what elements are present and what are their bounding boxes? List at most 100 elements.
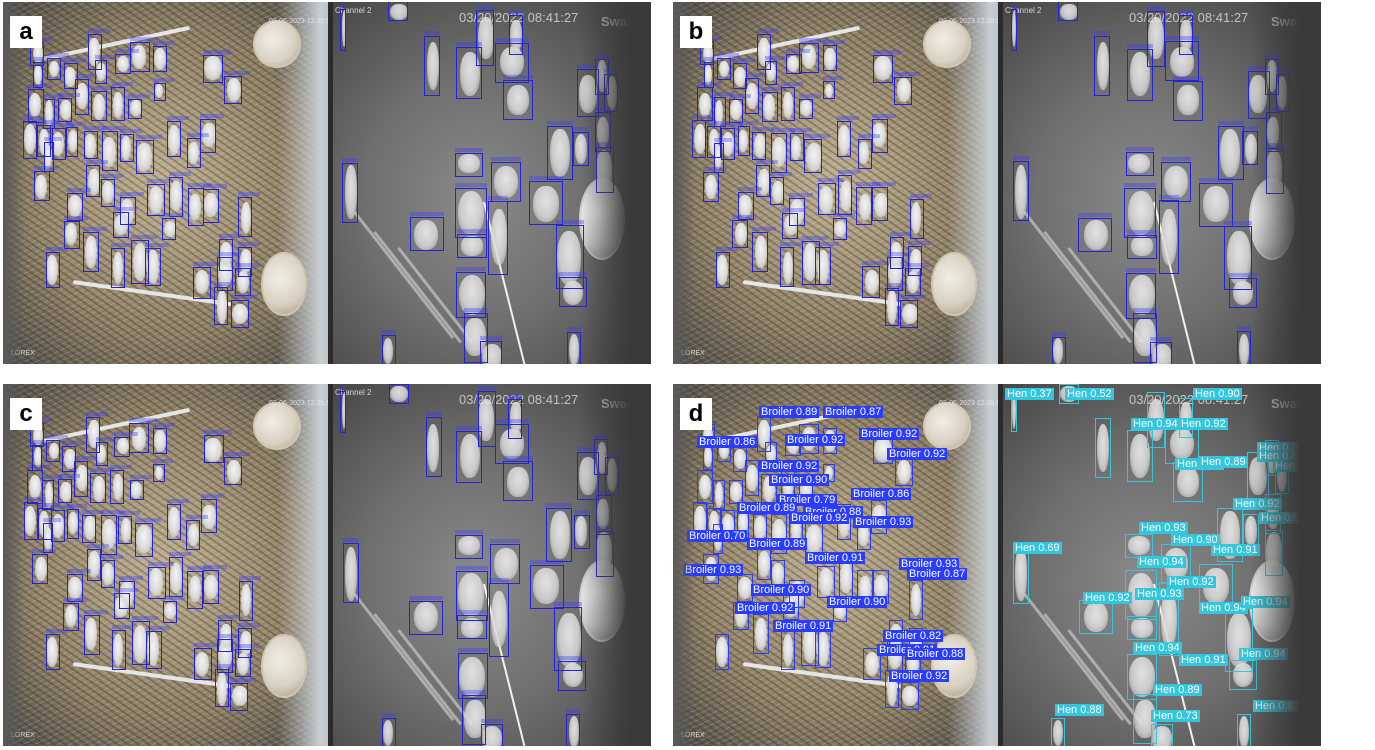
broiler-chicken <box>96 62 106 82</box>
detection-tag <box>342 538 359 543</box>
detection-box <box>1217 125 1244 180</box>
detection-tag <box>66 121 87 126</box>
hen <box>459 51 481 97</box>
detection-tag <box>1147 5 1166 10</box>
broiler-chicken <box>698 474 712 500</box>
hen <box>1011 10 1017 48</box>
hen-label: Hen 0.89 <box>1199 456 1248 468</box>
broiler-chicken <box>705 174 717 200</box>
camera-divider <box>998 2 1003 364</box>
detection-tag <box>135 134 162 139</box>
detection-box <box>454 534 483 559</box>
broiler-label: Broiler 0.93 <box>683 564 744 576</box>
detection-tag <box>113 207 138 212</box>
detection-box <box>86 416 101 453</box>
broiler-chicken <box>755 618 767 650</box>
detection-box <box>388 2 409 22</box>
detection-tag <box>203 183 227 188</box>
hen <box>390 4 408 20</box>
broiler-chicken <box>60 482 72 502</box>
detection-box <box>456 430 483 483</box>
broiler-label: Broiler 0.90 <box>769 474 830 486</box>
detection-box <box>729 98 744 123</box>
hen <box>1232 280 1254 306</box>
broiler-chicken <box>216 290 228 324</box>
detection-box <box>101 131 118 172</box>
detection-box <box>100 514 117 555</box>
detection-tag <box>697 82 722 87</box>
detection-box <box>1058 2 1079 22</box>
broiler-chicken <box>790 517 802 543</box>
detection-box <box>833 218 848 241</box>
detection-box <box>752 231 769 272</box>
broiler-label: Broiler 0.91 <box>805 552 866 564</box>
detection-tag <box>169 171 192 176</box>
feeder <box>923 20 971 68</box>
detection-box <box>456 615 487 640</box>
detection-tag <box>200 113 225 118</box>
hen <box>532 567 560 605</box>
broiler-chicken <box>92 476 106 502</box>
broiler-chicken <box>154 466 164 480</box>
broiler-chicken <box>96 444 106 464</box>
detection-tag <box>480 336 503 341</box>
hen <box>461 618 483 638</box>
broiler-chicken <box>131 45 147 69</box>
detection-box <box>789 133 804 162</box>
detection-box <box>857 138 872 169</box>
feeder <box>931 634 977 698</box>
hen-label: Hen 0.87 <box>1257 450 1306 462</box>
detection-tag <box>23 496 46 501</box>
detection-tag <box>135 517 162 522</box>
hen-label: Hen 0.91 <box>1179 654 1228 666</box>
detection-tag <box>872 182 897 187</box>
hen <box>459 433 481 479</box>
detection-tag <box>454 147 483 152</box>
broiler-chicken <box>840 563 852 593</box>
detection-box <box>200 118 217 153</box>
detection-tag <box>785 49 810 54</box>
hen-detection-box <box>1127 654 1157 700</box>
detection-tag <box>744 72 767 77</box>
detection-tag <box>33 166 58 171</box>
detection-tag <box>63 215 88 220</box>
detection-tag <box>1126 267 1157 272</box>
detection-tag <box>186 515 209 520</box>
detection-tag <box>798 93 821 98</box>
detection-box <box>781 87 796 122</box>
detection-tag <box>1242 126 1259 131</box>
broiler-chicken <box>758 419 770 449</box>
detection-tag <box>554 602 583 607</box>
detection-tag <box>886 251 911 256</box>
hen <box>1129 51 1151 97</box>
broiler-chicken <box>67 130 79 152</box>
detection-tag <box>43 518 62 523</box>
detection-box <box>605 456 620 495</box>
detection-box <box>573 514 590 549</box>
detection-tag <box>894 71 921 76</box>
detection-tag <box>145 625 170 630</box>
detection-box <box>119 580 136 609</box>
detection-box <box>186 570 203 609</box>
detection-box <box>152 45 167 72</box>
detection-box <box>856 187 873 226</box>
broiler-chicken <box>771 562 785 585</box>
detection-tag <box>833 213 856 218</box>
broiler-chicken <box>63 448 77 470</box>
detection-box <box>342 543 359 604</box>
detection-tag <box>167 498 190 503</box>
detection-tag <box>113 588 138 593</box>
detection-box <box>559 277 588 308</box>
camera-view-right: Channel 2 03/20/2022 08:41:27 Swann. <box>1003 2 1321 364</box>
detection-tag <box>462 689 487 694</box>
hen <box>1219 128 1240 178</box>
detection-tag <box>908 240 931 245</box>
broiler-chicken <box>693 123 707 155</box>
detection-box <box>503 461 534 502</box>
hen <box>482 726 502 746</box>
broiler-chicken <box>114 597 128 617</box>
broiler-chicken <box>216 672 228 706</box>
detection-tag <box>577 447 600 452</box>
detection-tag <box>702 166 727 171</box>
hen <box>1177 466 1199 497</box>
